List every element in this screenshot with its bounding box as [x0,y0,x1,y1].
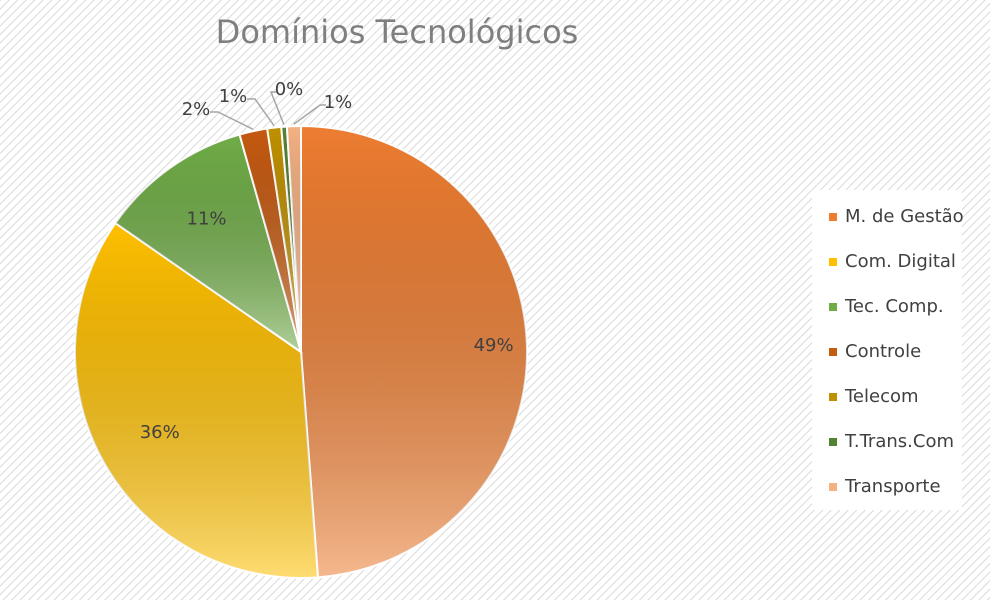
legend-label: Com. Digital [845,251,956,272]
chart-title: Domínios Tecnológicos [216,13,579,51]
legend-label: T.Trans.Com [844,431,954,452]
legend-swatch [829,393,837,401]
legend-swatch [829,483,837,491]
leader-line [269,91,285,125]
legend-swatch [829,213,837,221]
legend-swatch [829,258,837,266]
slice-shade [301,126,528,578]
leader-line [293,104,326,125]
slice-shade [286,126,301,352]
leader-line [247,98,275,127]
legend-label: Telecom [844,386,919,407]
data-label: 49% [474,335,514,356]
leader-line [210,111,254,130]
legend-label: M. de Gestão [845,206,964,227]
legend-label: Controle [845,341,921,362]
legend-swatch [829,303,837,311]
slice-shade [239,128,301,352]
legend-label: Tec. Comp. [844,296,944,317]
slice-shade [74,223,318,578]
legend-swatch [829,438,837,446]
data-label: 1% [324,92,353,113]
slice-shade [281,126,301,352]
data-label: 1% [219,86,248,107]
legend-label: Transporte [844,476,941,497]
data-label: 11% [187,209,227,230]
data-label: 36% [140,422,180,443]
data-label: 0% [275,79,304,100]
slice-shade [267,126,301,353]
legend-swatch [829,348,837,356]
data-label: 2% [182,99,211,120]
